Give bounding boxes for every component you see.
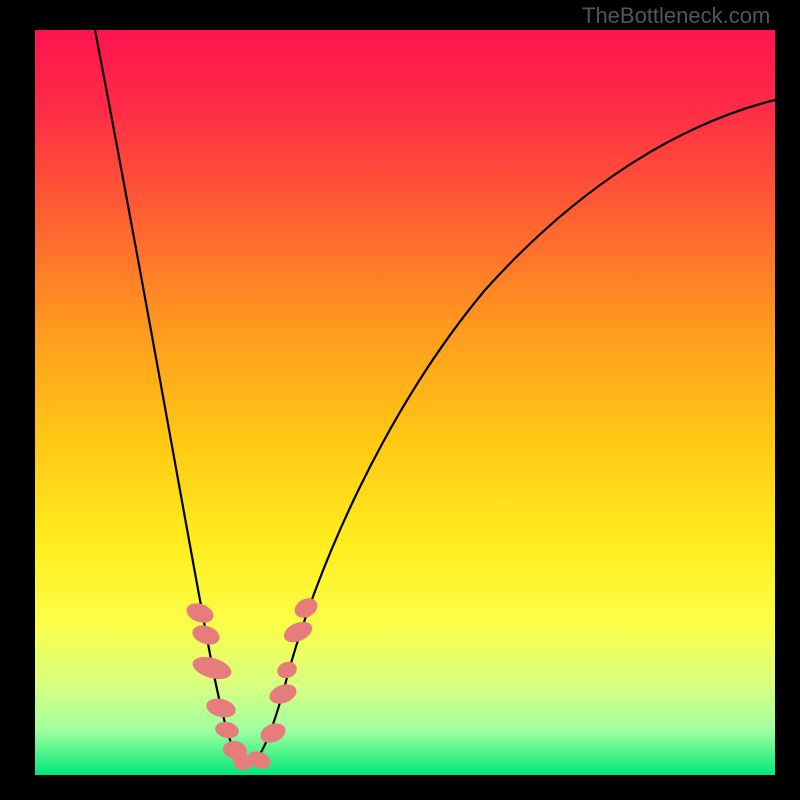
marker-right-branch	[275, 659, 299, 680]
marker-right-branch	[267, 681, 299, 707]
curve-layer	[35, 30, 775, 775]
marker-right-branch	[258, 720, 289, 746]
marker-left-branch	[190, 622, 222, 648]
marker-group	[184, 594, 321, 771]
marker-left-branch	[214, 720, 241, 741]
plot-area	[35, 30, 775, 775]
marker-left-branch	[184, 600, 216, 626]
marker-left-branch	[204, 696, 237, 721]
marker-left-branch	[190, 653, 234, 683]
watermark-label: TheBottleneck.com	[582, 3, 770, 29]
bottleneck-curve	[95, 30, 775, 763]
